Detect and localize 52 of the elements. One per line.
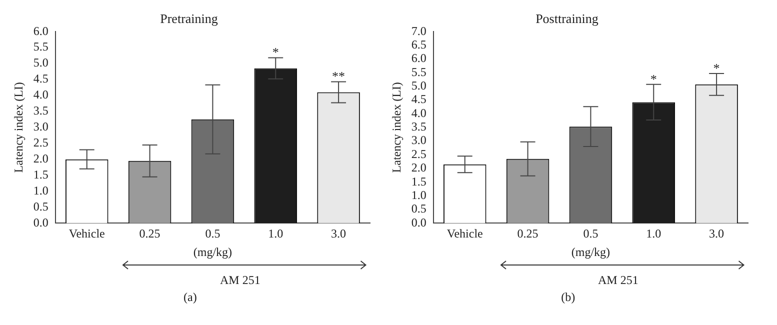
y-tick-label: 0.5 xyxy=(33,199,48,214)
y-tick-label: 4.5 xyxy=(33,72,48,86)
x-tick-label: 0.5 xyxy=(583,226,598,241)
y-tick-label: 4.5 xyxy=(411,92,426,106)
y-tick-label: 4.0 xyxy=(33,88,48,102)
x-tick-label: 0.25 xyxy=(517,226,538,241)
y-tick-label: 5.0 xyxy=(33,56,48,70)
text: AM 251 xyxy=(596,272,640,289)
annotation: * xyxy=(650,71,657,86)
y-tick-label: 7.0 xyxy=(411,24,426,38)
annotation: * xyxy=(713,60,720,76)
x-tick-label: 1.0 xyxy=(268,226,284,241)
annotation: * xyxy=(272,44,279,60)
y-tick-label: 3.5 xyxy=(33,104,48,118)
chart-title: Posttraining xyxy=(536,11,599,26)
text: (a) xyxy=(182,289,198,306)
y-tick-label: 1.0 xyxy=(33,183,48,198)
x-tick-label: 3.0 xyxy=(331,226,346,241)
y-tick-label: 6.0 xyxy=(411,51,426,66)
y-tick-label: 0.5 xyxy=(411,202,426,216)
y-tick-label: 2.0 xyxy=(411,160,426,175)
x-tick-label: 3.0 xyxy=(709,226,724,241)
y-tick-label: 6.0 xyxy=(33,24,48,38)
x-tick-label: 0.25 xyxy=(139,226,160,241)
y-tick-label: 1.5 xyxy=(411,174,426,188)
annotation: ** xyxy=(332,68,346,84)
y-tick-label: 5.5 xyxy=(411,64,426,79)
y-tick-label: 4.0 xyxy=(411,106,426,120)
y-tick-label: 0.0 xyxy=(411,215,426,230)
y-tick-label: 6.5 xyxy=(411,37,426,52)
text: AM 251 xyxy=(218,272,262,289)
y-tick-label: 1.0 xyxy=(411,188,426,202)
y-tick-label: 0.0 xyxy=(33,215,48,230)
y-tick-label: 5.5 xyxy=(33,40,48,54)
y-tick-label: 3.0 xyxy=(411,133,426,148)
x-tick-label: 1.0 xyxy=(646,226,662,241)
y-tick-label: 2.0 xyxy=(33,151,48,166)
x-tick-label: 0.5 xyxy=(205,226,220,241)
x-axis-title: (mg/kg) xyxy=(571,244,610,259)
y-tick-label: 2.5 xyxy=(411,146,426,161)
y-tick-label: 3.5 xyxy=(411,120,426,134)
x-axis-title: (mg/kg) xyxy=(193,244,232,259)
y-axis-title: Latency index (LI) xyxy=(389,82,404,173)
text: (b) xyxy=(560,289,576,306)
y-tick-label: 5.0 xyxy=(411,78,426,92)
x-tick-label: Vehicle xyxy=(446,226,483,241)
x-tick-label: Vehicle xyxy=(68,226,105,241)
y-tick-label: 2.5 xyxy=(33,136,48,150)
chart-title: Pretraining xyxy=(160,11,218,26)
y-tick-label: 1.5 xyxy=(33,167,48,182)
y-axis-title: Latency index (LI) xyxy=(11,82,26,173)
y-tick-label: 3.0 xyxy=(33,120,48,134)
